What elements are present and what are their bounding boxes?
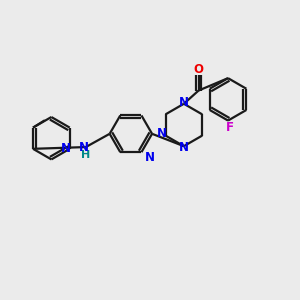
Text: N: N [179,141,189,154]
Text: O: O [194,63,204,76]
Text: N: N [79,141,89,154]
Text: H: H [81,150,90,160]
Text: F: F [226,121,233,134]
Text: N: N [179,96,189,109]
Text: N: N [144,151,154,164]
Text: N: N [158,127,167,140]
Text: N: N [61,142,71,155]
